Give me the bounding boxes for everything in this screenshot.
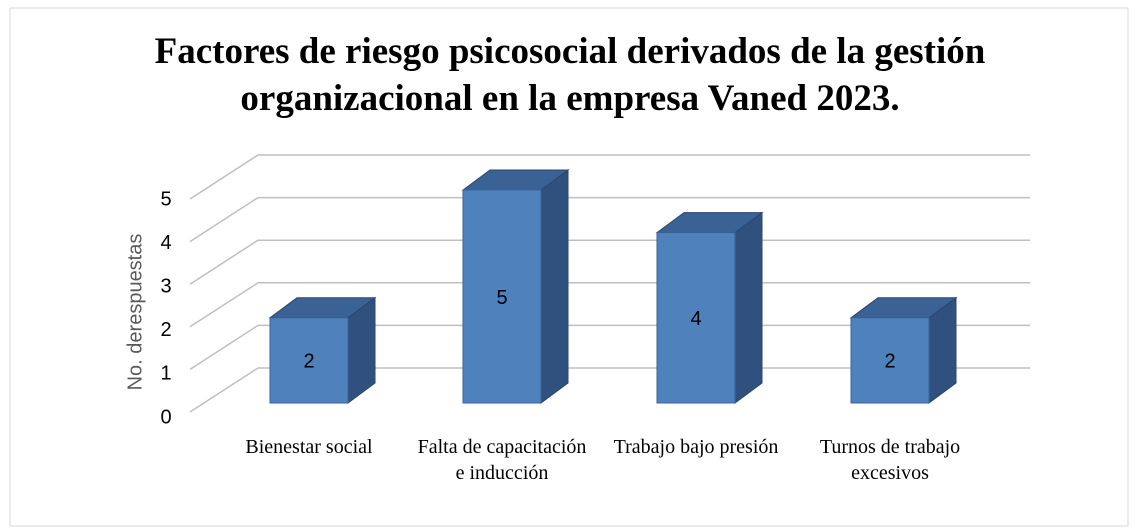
chart-title: Factores de riesgo psicosocial derivados… xyxy=(154,31,986,119)
data-label: 5 xyxy=(496,287,507,309)
y-tick-label: 4 xyxy=(160,232,171,254)
y-tick-label: 3 xyxy=(160,275,171,297)
data-label: 2 xyxy=(884,351,895,373)
grid-line xyxy=(189,282,1030,328)
x-tick-label: Bienestar social xyxy=(245,436,373,458)
x-tick-label: Turnos de trabajo excesivos xyxy=(819,436,961,484)
data-label: 4 xyxy=(690,308,701,330)
grid-line xyxy=(189,154,1030,200)
y-tick-label: 5 xyxy=(160,188,171,210)
y-tick-label: 2 xyxy=(160,319,171,341)
y-axis-label: No. derespuestas xyxy=(124,234,146,391)
bar-side xyxy=(540,169,569,404)
y-tick-label: 1 xyxy=(160,363,171,385)
bar-side xyxy=(734,211,763,404)
bar xyxy=(269,317,349,404)
y-tick-label: 0 xyxy=(160,406,171,428)
grid-line xyxy=(189,239,1030,285)
x-tick-label: Trabajo bajo presión xyxy=(613,436,779,458)
x-tick-label: Falta de capacitación e inducción xyxy=(417,436,587,484)
data-label: 2 xyxy=(303,351,314,373)
grid-line xyxy=(189,324,1030,371)
bar xyxy=(656,232,736,404)
grid-line xyxy=(189,196,1030,243)
bar xyxy=(850,317,930,404)
chart-border xyxy=(9,7,1129,527)
grid-line xyxy=(189,367,1030,413)
bar xyxy=(462,189,542,404)
